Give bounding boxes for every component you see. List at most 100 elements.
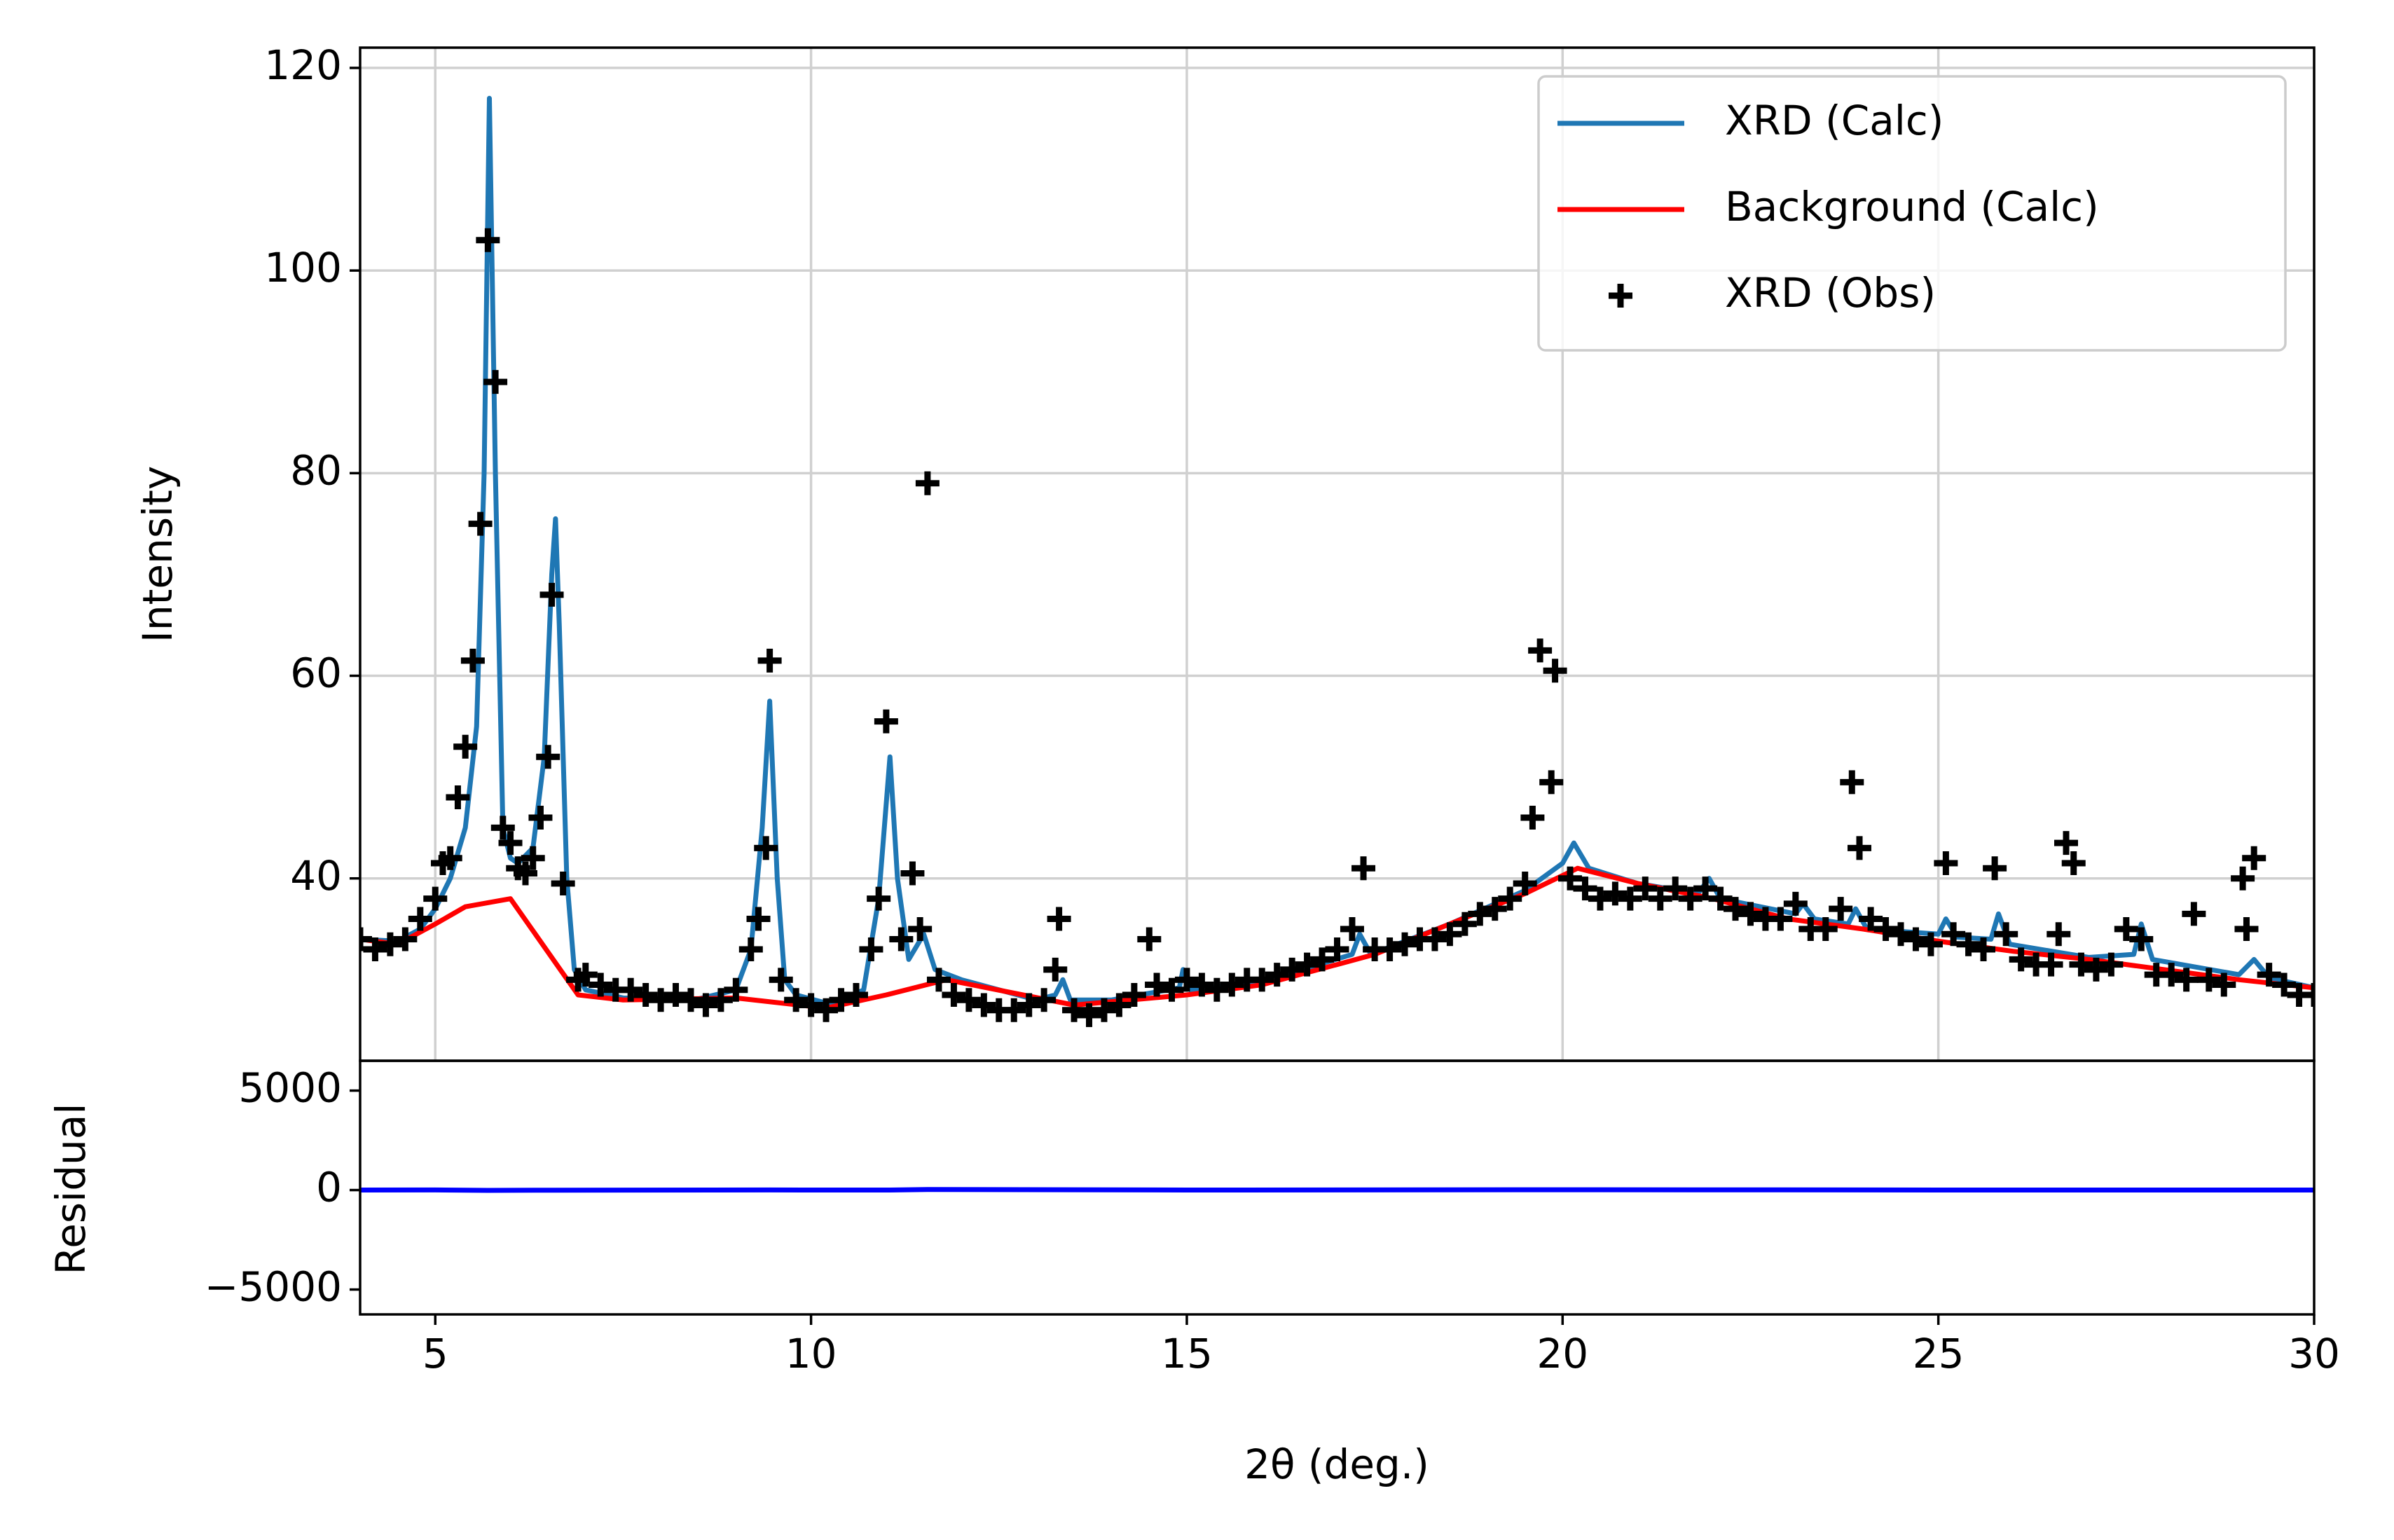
- data-point: [1017, 993, 1041, 1017]
- data-point: [2159, 963, 2184, 987]
- data-point: [972, 993, 996, 1017]
- data-point: [2196, 968, 2221, 992]
- data-point: [1539, 770, 1564, 795]
- data-point: [2061, 851, 2086, 876]
- data-point: [2054, 831, 2079, 855]
- data-point: [1848, 836, 1872, 860]
- data-point: [1250, 968, 1274, 992]
- data-point: [1438, 922, 1462, 947]
- y-tick-label: 60: [290, 649, 342, 697]
- data-point: [678, 988, 703, 1012]
- data-point: [2084, 957, 2108, 982]
- data-point: [1468, 902, 1492, 926]
- data-point: [408, 907, 432, 931]
- data-point: [446, 785, 470, 810]
- data-point: [757, 648, 782, 673]
- data-point: [498, 831, 523, 855]
- x-axis-label: 2θ (deg.): [1244, 1441, 1429, 1488]
- data-point: [2039, 952, 2063, 977]
- x-tick-label: 15: [1161, 1330, 1213, 1377]
- data-point: [1528, 638, 1553, 663]
- data-point: [1122, 983, 1146, 1008]
- x-tick-label: 10: [785, 1330, 837, 1377]
- data-point: [2272, 972, 2297, 997]
- data-point: [859, 937, 883, 961]
- data-point: [1002, 998, 1026, 1022]
- legend-box: [1537, 75, 2287, 352]
- data-point: [528, 805, 553, 830]
- x-tick-label: 5: [422, 1330, 448, 1377]
- data-point: [1351, 856, 1376, 881]
- data-point: [1032, 988, 1057, 1012]
- data-point: [1693, 876, 1718, 901]
- data-point: [1377, 937, 1402, 961]
- data-point: [2129, 927, 2154, 951]
- data-point: [799, 993, 823, 1017]
- data-point: [1145, 972, 1169, 997]
- data-point: [1983, 856, 2007, 881]
- data-point: [521, 846, 545, 870]
- data-point: [1633, 876, 1658, 901]
- y-tick-label: 120: [264, 41, 342, 89]
- data-point: [814, 998, 839, 1022]
- data-point: [360, 927, 372, 951]
- data-point: [468, 511, 493, 536]
- data-point: [1738, 902, 1763, 926]
- data-point: [649, 988, 673, 1012]
- data-point: [536, 745, 560, 769]
- data-point: [378, 932, 402, 956]
- data-point: [1558, 866, 1583, 891]
- data-point: [1768, 907, 1793, 931]
- data-point: [2174, 968, 2199, 992]
- data-point: [1190, 972, 1214, 997]
- data-point: [539, 582, 564, 607]
- legend-label: Background (Calc): [1725, 183, 2099, 231]
- data-point: [1956, 932, 1981, 956]
- data-point: [1483, 897, 1507, 921]
- data-point: [1829, 897, 1853, 921]
- data-point: [573, 963, 598, 987]
- data-point: [908, 917, 933, 942]
- data-point: [769, 968, 793, 992]
- data-point: [1573, 876, 1597, 901]
- data-point: [1513, 871, 1537, 895]
- data-point: [619, 977, 643, 1002]
- data-point: [663, 983, 688, 1008]
- y-tick-label: 100: [264, 244, 342, 291]
- axes-frame: [359, 1059, 2316, 1316]
- data-point: [889, 927, 914, 951]
- data-point: [2046, 922, 2071, 947]
- data-point: [1618, 886, 1642, 911]
- data-point: [363, 937, 387, 961]
- data-point: [724, 977, 748, 1002]
- data-point: [1092, 998, 1116, 1022]
- data-point: [942, 983, 966, 1008]
- data-point: [1265, 963, 1289, 987]
- y-axis-label: Intensity: [134, 466, 181, 642]
- x-tick-label: 30: [2288, 1330, 2340, 1377]
- data-point: [1220, 972, 1244, 997]
- data-point: [2009, 947, 2033, 972]
- data-point: [2114, 917, 2138, 942]
- data-point: [1043, 957, 1068, 982]
- data-point: [589, 972, 613, 997]
- data-point: [1393, 932, 1417, 956]
- data-point: [784, 988, 809, 1012]
- data-point: [708, 988, 733, 1012]
- x-tick-label: 25: [1913, 1330, 1965, 1377]
- data-point: [694, 993, 718, 1017]
- data-point: [483, 370, 508, 394]
- data-point: [2231, 866, 2255, 891]
- data-point: [393, 927, 418, 951]
- data-point: [1648, 886, 1672, 911]
- data-point: [551, 871, 575, 895]
- data-point: [2257, 963, 2281, 987]
- y-tick-label: 0: [316, 1164, 342, 1211]
- x-tick-label: 20: [1536, 1330, 1588, 1377]
- data-point: [2212, 972, 2236, 997]
- data-point: [1859, 907, 1883, 931]
- data-point: [844, 983, 868, 1008]
- data-point: [1295, 952, 1319, 977]
- legend-label: XRD (Calc): [1725, 97, 1944, 144]
